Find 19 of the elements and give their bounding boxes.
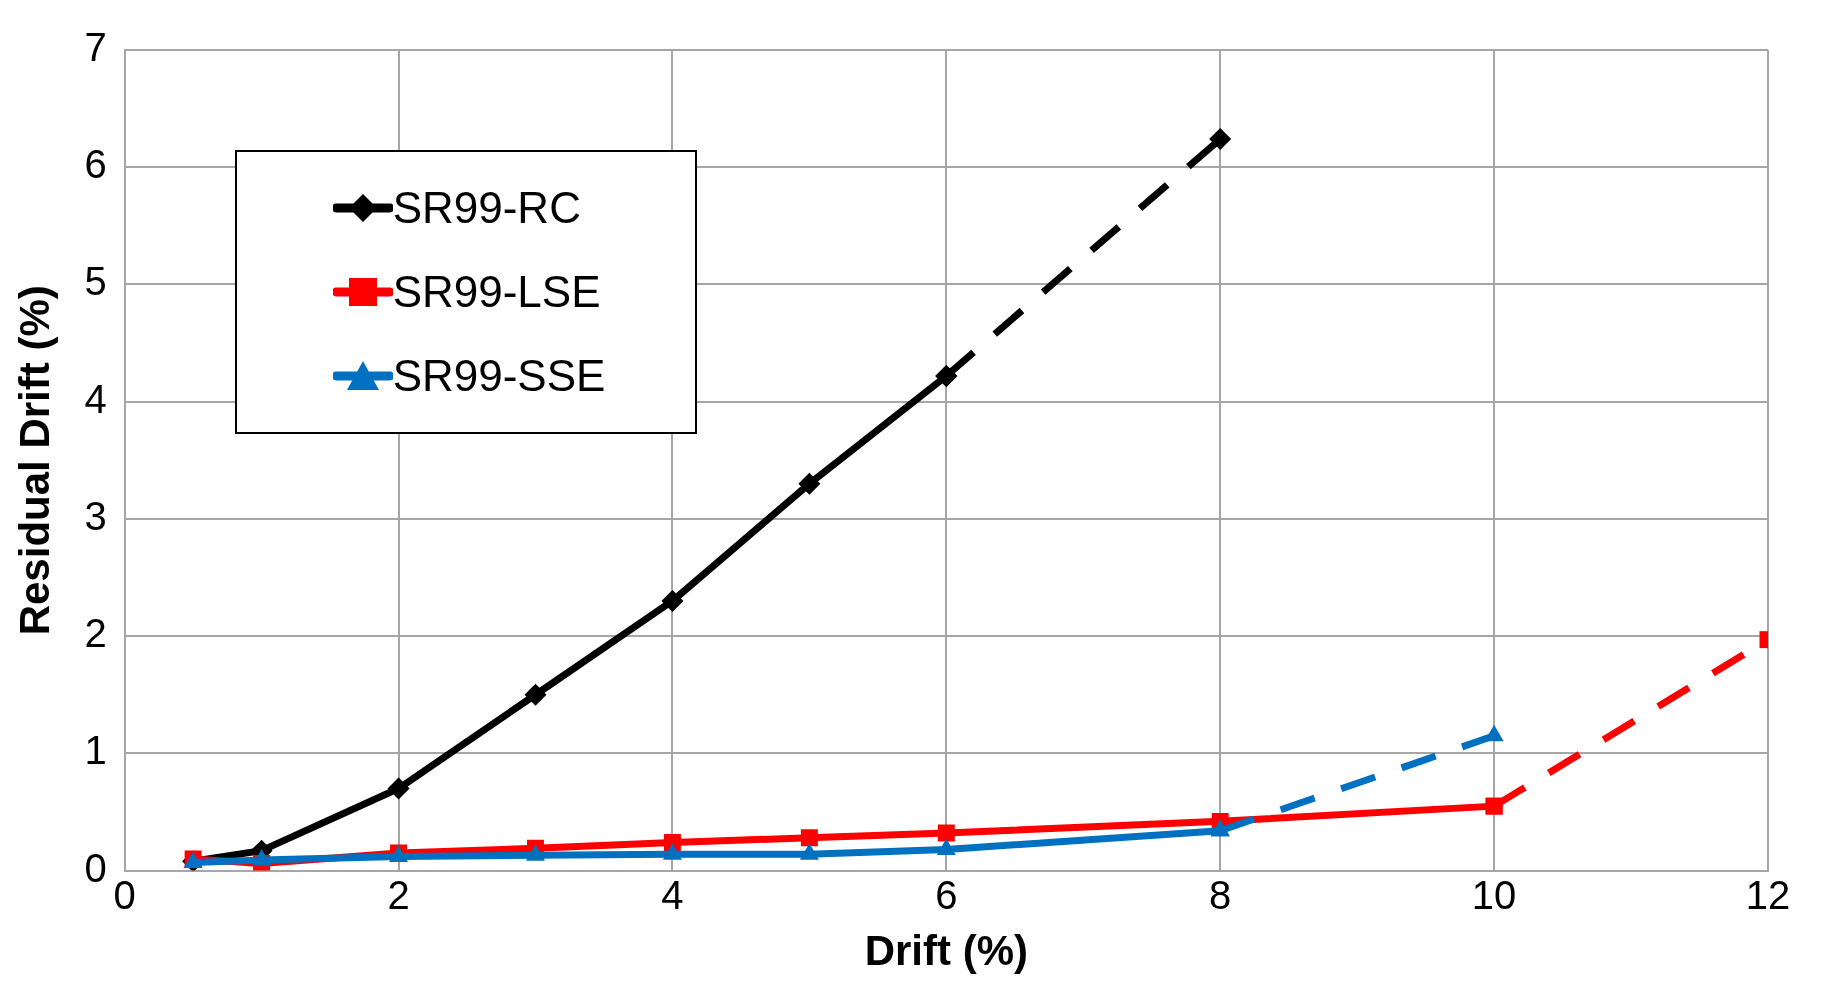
- y-tick-label: 3: [84, 493, 107, 538]
- x-tick-label: 0: [113, 872, 136, 917]
- x-tick-label: 12: [1745, 872, 1791, 917]
- legend-label: SR99-RC: [392, 183, 581, 233]
- x-tick-label: 2: [387, 872, 410, 917]
- y-axis-title: Residual Drift (%): [10, 285, 58, 636]
- y-tick-label: 4: [84, 376, 107, 421]
- legend-label: SR99-SSE: [392, 351, 606, 401]
- x-tick-label: 10: [1471, 872, 1517, 917]
- x-axis-title: Drift (%): [864, 927, 1028, 975]
- y-tick-label: 6: [84, 142, 107, 187]
- y-tick-label: 5: [84, 259, 107, 304]
- y-tick-label: 2: [84, 611, 107, 656]
- x-tick-label: 4: [661, 872, 684, 917]
- x-tick-label: 8: [1209, 872, 1232, 917]
- y-tick-label: 1: [84, 728, 107, 773]
- x-tick-label: 6: [935, 872, 958, 917]
- legend-label: SR99-LSE: [392, 267, 601, 317]
- y-tick-label: 7: [84, 25, 107, 70]
